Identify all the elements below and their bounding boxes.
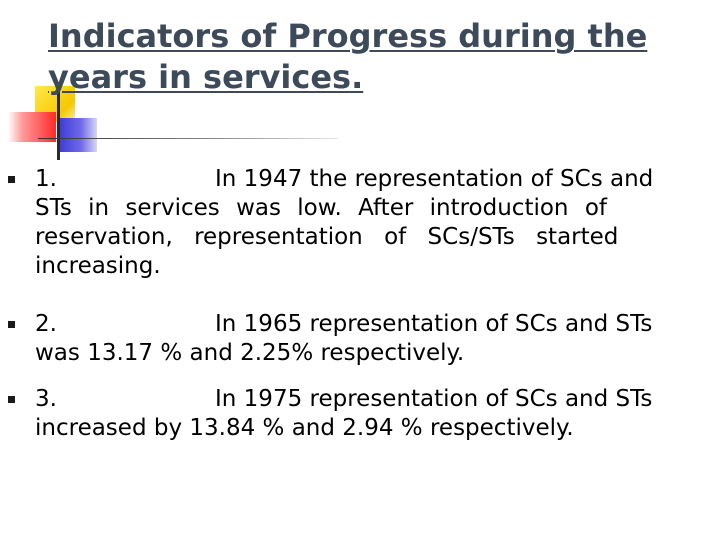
- vertical-rule-decoration: [57, 90, 60, 160]
- bullet-number: 2.: [35, 311, 57, 337]
- bullet-line-text: In 1947 the representation of SCs and: [215, 165, 705, 194]
- blue-square-decoration: [57, 118, 97, 152]
- line-text: In 1947 the representation of SCs and: [215, 166, 654, 192]
- square-bullet-icon: [8, 176, 15, 183]
- square-bullet-icon: [8, 396, 15, 403]
- bullet-text: 1. In 1947 the representation of SCs and…: [35, 165, 705, 281]
- square-bullet-icon: [8, 321, 15, 328]
- bullet-line: 3. In 1975 representation of SCs and STs: [35, 385, 705, 414]
- list-item: 2. In 1965 representation of SCs and STs…: [8, 310, 705, 368]
- bullet-line: reservation, representation of SCs/STs s…: [35, 224, 619, 250]
- title-line-1: Indicators of Progress during the: [48, 17, 648, 55]
- bullet-number: 3.: [35, 386, 57, 412]
- list-item: 1. In 1947 the representation of SCs and…: [8, 165, 705, 281]
- line-text: In 1975 representation of SCs and STs: [215, 386, 653, 412]
- bullet-line: increasing.: [35, 253, 161, 279]
- bullet-line: 2. In 1965 representation of SCs and STs: [35, 310, 705, 339]
- bullet-line: was 13.17 % and 2.25% respectively.: [35, 340, 465, 366]
- line-text: In 1965 representation of SCs and STs: [215, 311, 653, 337]
- bullet-number: 1.: [35, 166, 57, 192]
- horizontal-rule-decoration: [38, 138, 338, 139]
- list-item: 3. In 1975 representation of SCs and STs…: [8, 385, 705, 443]
- bullet-line: increased by 13.84 % and 2.94 % respecti…: [35, 415, 574, 441]
- bullet-line: STs in services was low. After introduct…: [35, 195, 607, 221]
- bullet-line: 1. In 1947 the representation of SCs and: [35, 165, 705, 194]
- slide-title: Indicators of Progress during the years …: [48, 16, 698, 98]
- bullet-text: 2. In 1965 representation of SCs and STs…: [35, 310, 705, 368]
- red-square-decoration: [8, 112, 56, 142]
- bullet-text: 3. In 1975 representation of SCs and STs…: [35, 385, 705, 443]
- title-line-2: years in services.: [48, 58, 364, 96]
